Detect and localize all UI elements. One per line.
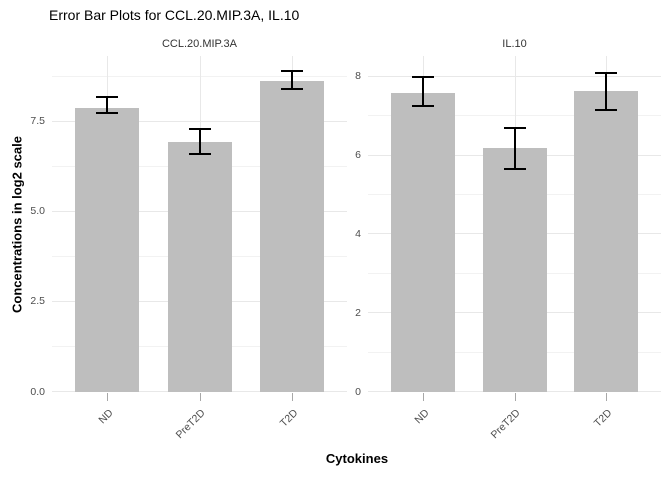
facet-panel-il10: 0 2 4 6 8 ND PreT2D T2D <box>355 56 661 441</box>
x-tick-mark <box>199 393 201 401</box>
x-tick-label-text: PreT2D <box>173 407 208 442</box>
error-bar-line <box>513 128 516 170</box>
y-tick-label: 7.5 <box>30 115 45 128</box>
y-tick-label: 8 <box>355 70 361 83</box>
x-tick-mark <box>514 393 516 401</box>
y-tick-label: 4 <box>355 227 361 240</box>
error-bar-line <box>421 76 424 107</box>
x-tick-label-text: ND <box>96 407 116 427</box>
bar <box>482 147 547 392</box>
error-bar-line <box>290 71 293 90</box>
error-bar-cap-bottom <box>503 168 526 171</box>
error-bar-cap-bottom <box>595 109 618 112</box>
error-bar-cap-bottom <box>280 88 303 91</box>
facet-strip-ccl20mip3a: CCL.20.MIP.3A <box>161 38 237 50</box>
y-tick-label: 2 <box>355 306 361 319</box>
error-bar-line <box>605 72 608 111</box>
x-tick-label-text: PreT2D <box>488 407 523 442</box>
y-tick-label: 6 <box>355 149 361 162</box>
x-tick-mark <box>606 393 608 401</box>
x-tick-mark <box>107 393 109 401</box>
error-bar-line <box>198 129 201 155</box>
bar <box>574 90 639 392</box>
bar <box>259 80 324 392</box>
error-bar-cap-top <box>503 127 526 130</box>
x-tick-label-text: T2D <box>592 407 615 430</box>
error-bar-cap-bottom <box>188 153 211 156</box>
facet-panel-ccl20mip3a: 0.0 2.5 5.0 7.5 ND PreT2D T2D <box>30 56 347 441</box>
x-axis-title: Cytokines <box>325 451 389 466</box>
error-bar-line <box>106 96 109 113</box>
error-bar-cap-bottom <box>411 105 434 108</box>
error-bar-cap-top <box>595 71 618 74</box>
error-bar-cap-top <box>96 95 119 98</box>
error-bar-cap-top <box>188 128 211 131</box>
plot-title: Error Bar Plots for CCL.20.MIP.3A, IL.10 <box>49 7 300 23</box>
y-axis-title: Concentrations in log2 scale <box>9 136 25 313</box>
y-tick-label: 0 <box>355 385 361 398</box>
y-tick-label: 0.0 <box>30 385 45 398</box>
y-tick-label: 2.5 <box>30 295 45 308</box>
x-tick-mark <box>291 393 293 401</box>
x-tick-label-text: ND <box>412 407 432 427</box>
x-tick-label-text: T2D <box>277 407 301 430</box>
y-tick-label: 5.0 <box>30 205 45 218</box>
error-bar-cap-bottom <box>96 111 119 114</box>
error-bar-cap-top <box>411 75 434 78</box>
bar <box>75 107 140 392</box>
facet-strip-il10: IL.10 <box>502 38 527 50</box>
bar <box>167 141 232 392</box>
error-bar-cap-top <box>280 70 303 73</box>
x-tick-mark <box>422 393 424 401</box>
bar <box>390 92 455 392</box>
